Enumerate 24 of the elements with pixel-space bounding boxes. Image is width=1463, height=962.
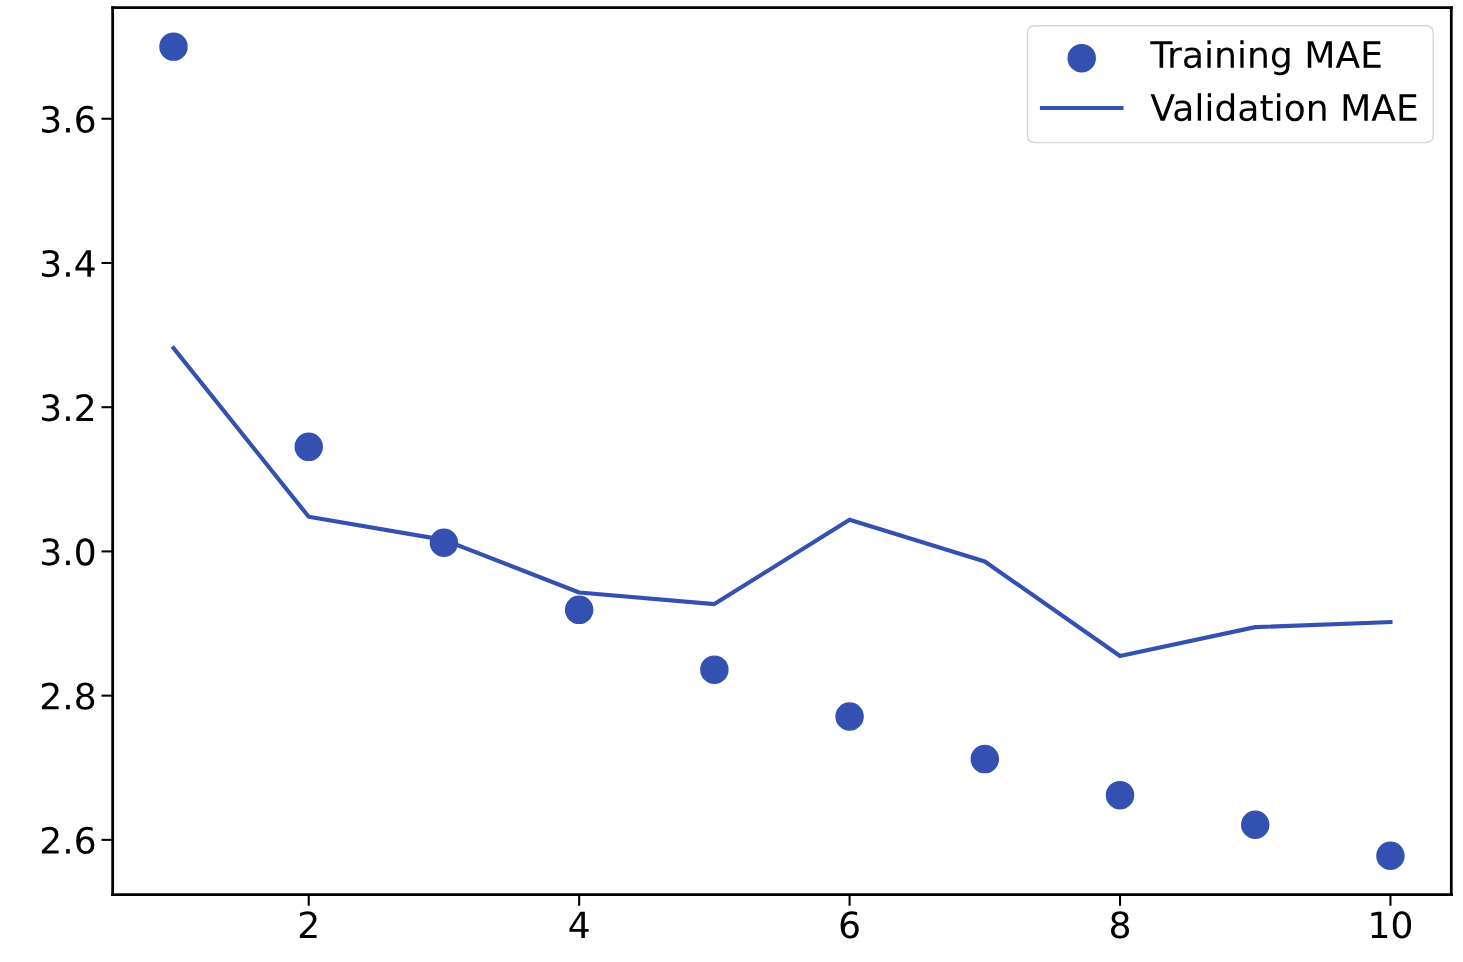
point [159,32,188,61]
x-tick-label: 6 [840,911,859,939]
y-tick-label: 3.0 [42,538,95,566]
y-tick-label: 3.4 [42,249,95,278]
point [1376,841,1405,870]
point [700,655,729,684]
point [564,595,594,625]
point [835,702,864,731]
line-series [171,345,1393,659]
point [1240,810,1270,839]
y-tick-label: 2.6 [41,826,95,855]
y-tick-label: 2.8 [41,682,95,710]
point [429,528,459,557]
x-tick-label: 2 [299,911,317,939]
legend-label: Validation MAE [1150,93,1417,122]
point [1105,780,1135,810]
y-tick-label: 3.6 [42,105,95,133]
point [294,432,323,462]
point [970,744,1000,774]
y-tick-label: 3.2 [42,394,94,422]
x-tick-label: 4 [569,911,589,939]
x-tick-label: 8 [1110,911,1130,939]
x-tick-label: 10 [1371,911,1412,939]
legend-label: Training MAE [1150,40,1381,76]
